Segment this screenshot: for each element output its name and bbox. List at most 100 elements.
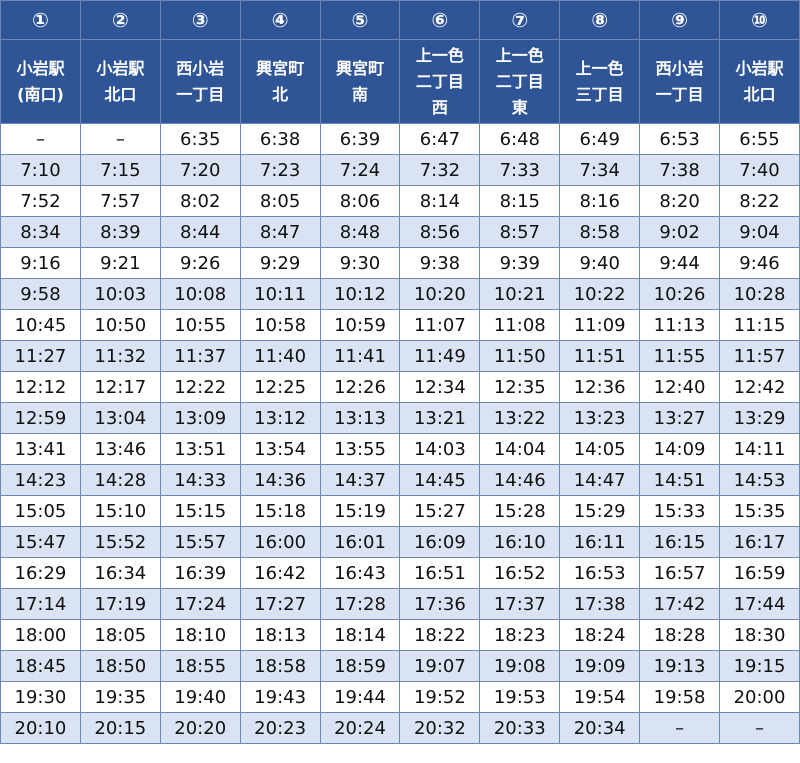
time-row: 19:30 19:35 19:40 19:43 19:44 19:52 19:53 19:54… <box>0 681 800 713</box>
time-cell: 12:59 <box>0 402 81 434</box>
time-cell: 8:15 <box>479 185 561 217</box>
time-cell: 16:39 <box>159 557 241 589</box>
stop-name-line: 上一色 <box>415 45 464 65</box>
time-cell: 6:39 <box>319 123 401 155</box>
time-cell: 7:10 <box>0 154 81 186</box>
time-row: 12:59 13:04 13:09 13:12 13:13 13:21 13:22 13:23… <box>0 402 800 434</box>
time-cell: 11:51 <box>559 340 641 372</box>
time-cell: 14:09 <box>639 433 721 465</box>
time-cell: 10:20 <box>399 278 481 310</box>
time-cell: 20:20 <box>159 712 241 744</box>
time-cell: 13:22 <box>479 402 561 434</box>
time-cell: 12:40 <box>639 371 721 403</box>
time-cell: 20:33 <box>479 712 561 744</box>
time-cell: 8:56 <box>399 216 481 248</box>
time-cell: 18:00 <box>0 619 81 651</box>
time-cell: 7:33 <box>479 154 561 186</box>
time-cell: 9:39 <box>479 247 561 279</box>
time-cell: 14:33 <box>159 464 241 496</box>
time-cell: 18:10 <box>159 619 241 651</box>
time-cell: 16:34 <box>79 557 161 589</box>
time-row: 10:45 10:50 10:55 10:58 10:59 11:07 11:08 11:09… <box>0 309 800 341</box>
time-row: 8:34 8:39 8:44 8:47 8:48 8:56 8:57 8:58 9:02 9:04 <box>0 216 800 248</box>
time-row: 17:14 17:19 17:24 17:27 17:28 17:36 17:37 17:38… <box>0 588 800 620</box>
time-cell: 8:57 <box>479 216 561 248</box>
time-cell: 17:37 <box>479 588 561 620</box>
time-cell: 11:08 <box>479 309 561 341</box>
time-row: 16:29 16:34 16:39 16:42 16:43 16:51 16:52 16:53… <box>0 557 800 589</box>
time-cell: 8:06 <box>319 185 401 217</box>
table-body: – –6:35 6:38 6:39 6:47 6:48 6:49 6:53 6:55 7:10 7:… <box>0 123 800 744</box>
station-row: 小岩駅 (南口) 小岩駅 北口 西小岩 一丁目 興宮町北興宮町南上一色 二丁目西上一色 二丁目東… <box>0 39 800 124</box>
time-cell: 7:24 <box>319 154 401 186</box>
time-cell: 11:27 <box>0 340 81 372</box>
time-cell: 8:58 <box>559 216 641 248</box>
time-cell: 6:49 <box>559 123 641 155</box>
time-cell: 18:22 <box>399 619 481 651</box>
time-cell: 19:07 <box>399 650 481 682</box>
time-cell: 8:14 <box>399 185 481 217</box>
stop-number: ⑤ <box>319 0 401 40</box>
stop-name: 小岩駅 北口 <box>719 39 800 124</box>
time-cell: 9:04 <box>719 216 800 248</box>
time-cell: 18:23 <box>479 619 561 651</box>
time-cell: 10:58 <box>239 309 321 341</box>
time-cell: 14:53 <box>719 464 800 496</box>
stop-name-line: 興宮町 <box>336 58 385 78</box>
time-cell: 15:05 <box>0 495 81 527</box>
time-cell: 12:25 <box>239 371 321 403</box>
time-cell: 7:15 <box>79 154 161 186</box>
time-cell: 17:28 <box>319 588 401 620</box>
stop-name: 興宮町南 <box>319 39 401 124</box>
time-row: 9:16 9:21 9:26 9:29 9:30 9:38 9:39 9:40 9:44 9:46 <box>0 247 800 279</box>
time-cell: 11:55 <box>639 340 721 372</box>
time-row: – –6:35 6:38 6:39 6:47 6:48 6:49 6:53 6:55 <box>0 123 800 155</box>
time-cell: 19:43 <box>239 681 321 713</box>
time-cell: 6:38 <box>239 123 321 155</box>
time-cell: 19:15 <box>719 650 800 682</box>
time-row: 15:05 15:10 15:15 15:18 15:19 15:27 15:28 15:29… <box>0 495 800 527</box>
time-cell: 9:30 <box>319 247 401 279</box>
time-cell: 11:41 <box>319 340 401 372</box>
time-cell: 15:18 <box>239 495 321 527</box>
time-cell: 9:16 <box>0 247 81 279</box>
time-row: 11:27 11:32 11:37 11:40 11:41 11:49 11:50 11:51… <box>0 340 800 372</box>
time-cell: 18:50 <box>79 650 161 682</box>
time-cell: – <box>639 712 721 744</box>
time-cell: 18:14 <box>319 619 401 651</box>
time-cell: 16:11 <box>559 526 641 558</box>
time-cell: 16:53 <box>559 557 641 589</box>
time-cell: 16:09 <box>399 526 481 558</box>
time-cell: 6:53 <box>639 123 721 155</box>
time-cell: 9:58 <box>0 278 81 310</box>
stop-name-line: 西小岩 <box>655 58 704 78</box>
time-cell: 18:05 <box>79 619 161 651</box>
time-cell: 15:57 <box>159 526 241 558</box>
stop-number: ⑥ <box>399 0 481 40</box>
time-cell: 14:04 <box>479 433 561 465</box>
time-cell: 15:52 <box>79 526 161 558</box>
time-cell: 12:35 <box>479 371 561 403</box>
stop-number: ⑩ <box>719 0 800 40</box>
time-cell: 10:21 <box>479 278 561 310</box>
time-cell: 7:52 <box>0 185 81 217</box>
stop-name-line: (南口) <box>17 84 64 104</box>
time-row: 12:12 12:17 12:22 12:25 12:26 12:34 12:35 12:36… <box>0 371 800 403</box>
time-row: 15:47 15:52 15:57 16:00 16:01 16:09 16:10 16:11… <box>0 526 800 558</box>
time-cell: 20:32 <box>399 712 481 744</box>
time-cell: 8:34 <box>0 216 81 248</box>
time-cell: 8:44 <box>159 216 241 248</box>
time-cell: 10:45 <box>0 309 81 341</box>
time-cell: 18:59 <box>319 650 401 682</box>
time-cell: 7:23 <box>239 154 321 186</box>
stop-name-line: 西小岩 <box>176 58 225 78</box>
time-cell: 10:11 <box>239 278 321 310</box>
time-cell: 15:10 <box>79 495 161 527</box>
time-cell: – <box>0 123 81 155</box>
stop-name-line: 東 <box>511 97 528 117</box>
time-cell: 12:26 <box>319 371 401 403</box>
time-cell: 18:45 <box>0 650 81 682</box>
time-cell: 20:15 <box>79 712 161 744</box>
time-cell: 11:50 <box>479 340 561 372</box>
